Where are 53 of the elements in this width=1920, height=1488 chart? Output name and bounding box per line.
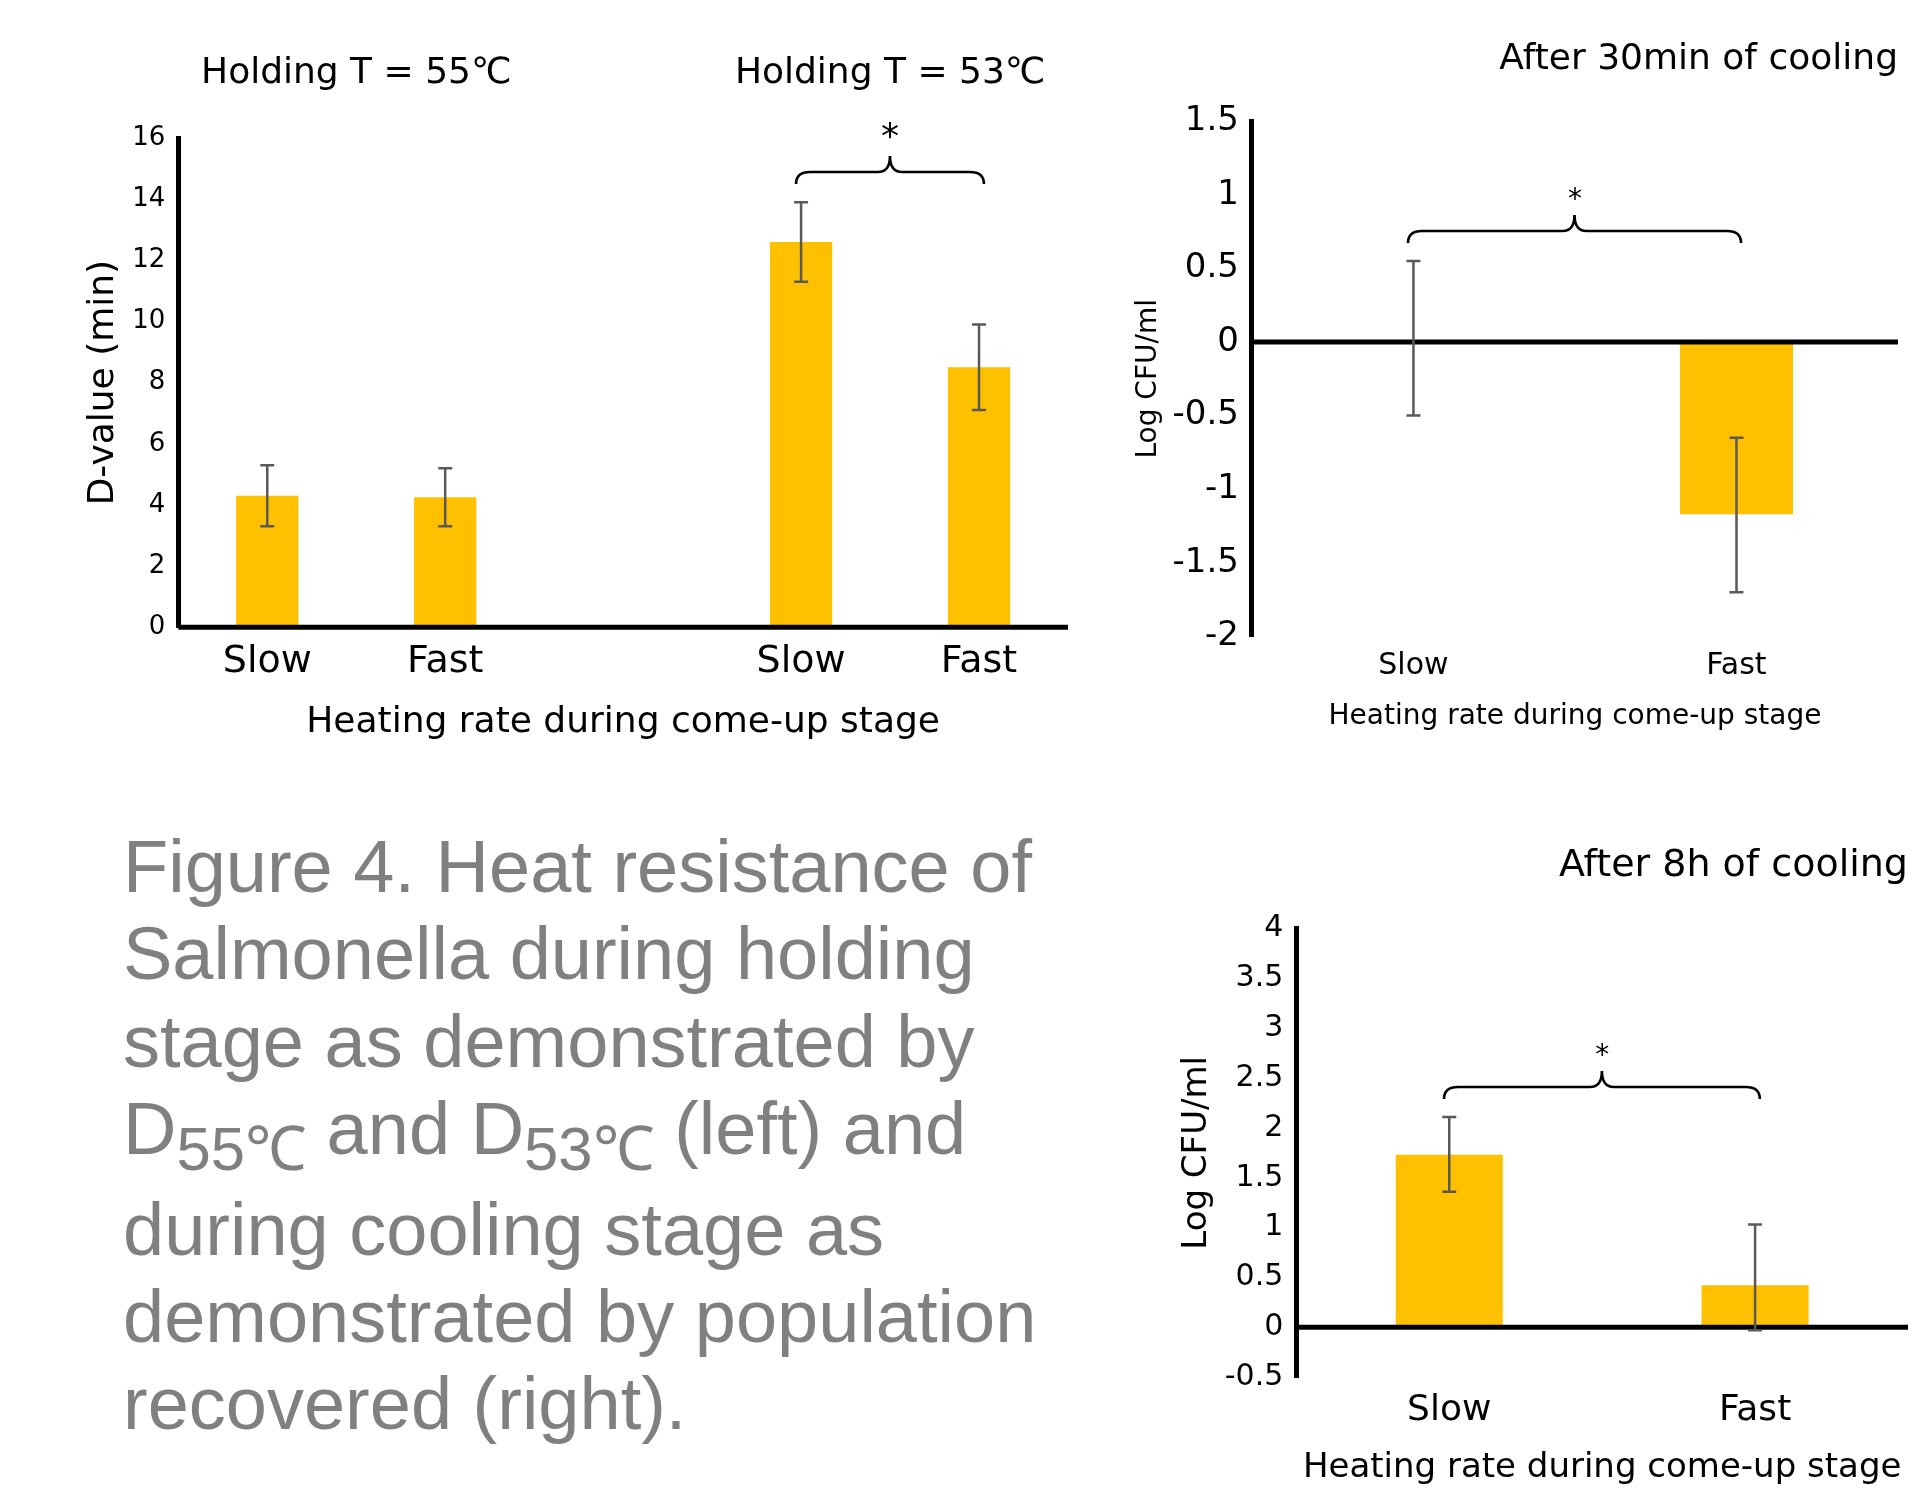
y-tick-label: 10: [132, 304, 166, 335]
bar: [769, 241, 833, 628]
y-tick-label: 1: [1217, 171, 1239, 212]
y-tick-label: 3: [1264, 1008, 1284, 1044]
x-axis-title: Heating rate during come-up stage: [306, 698, 941, 740]
y-tick-label: 0: [1217, 318, 1239, 359]
y-tick-label: 16: [132, 120, 166, 151]
y-tick-label: 4: [1264, 908, 1284, 944]
x-tick-label: Slow: [1378, 646, 1449, 682]
annotation: *: [1567, 182, 1582, 216]
annotation: *: [1595, 1038, 1610, 1072]
x-axis-title: Heating rate during come-up stage: [1328, 698, 1822, 732]
y-tick-label: 12: [132, 243, 166, 274]
y-tick-label: 1.5: [1184, 98, 1239, 139]
chart-title: Figure 4. Heat resistance of Salmonella during holding stage as demonstrated by D$_{55℃}$ and D$_{53℃}$ (left) and during cooling stage as demonstrated by population recovered (right).: [123, 825, 1037, 1446]
y-tick-label: 4: [148, 487, 166, 518]
y-tick-label: 6: [148, 426, 166, 457]
y-tick-label: 14: [132, 181, 166, 212]
y-tick-label: 2.5: [1235, 1057, 1284, 1093]
x-tick-label: Slow: [756, 636, 846, 681]
chart-title: After 30min of cooling: [1499, 35, 1898, 77]
annotation: *: [881, 114, 900, 156]
y-tick-label: 0.5: [1184, 245, 1239, 286]
y-tick-label: 8: [148, 365, 166, 396]
y-tick-label: 3.5: [1235, 958, 1284, 994]
y-axis-title: Log CFU/ml: [1174, 1055, 1215, 1250]
x-tick-label: Slow: [222, 636, 312, 681]
bar: [236, 495, 299, 628]
x-tick-label: Slow: [1407, 1386, 1492, 1428]
y-tick-label: 0.5: [1235, 1257, 1284, 1293]
y-tick-label: 0: [148, 609, 166, 640]
x-tick-label: Fast: [1718, 1386, 1792, 1428]
text: Holding T = 53℃: [734, 50, 1046, 92]
y-tick-label: -1: [1205, 466, 1239, 507]
x-tick-label: Fast: [940, 636, 1018, 681]
y-tick-label: -2: [1205, 613, 1239, 654]
x-tick-label: Fast: [407, 636, 484, 681]
y-axis-title: D-value (min): [79, 259, 121, 506]
x-tick-label: Fast: [1706, 646, 1767, 682]
y-tick-label: 1: [1264, 1207, 1284, 1243]
bar: [947, 367, 1011, 628]
bar: [414, 497, 477, 628]
y-tick-label: 0: [1264, 1306, 1284, 1342]
y-tick-label: 2: [148, 548, 166, 579]
y-axis-title: Log CFU/ml: [1130, 299, 1164, 459]
text: Holding T = 55℃: [201, 50, 512, 92]
y-tick-label: 2: [1264, 1107, 1284, 1143]
y-tick-label: -1.5: [1172, 539, 1239, 580]
chart-title: After 8h of cooling: [1558, 840, 1908, 885]
y-tick-label: -0.5: [1172, 392, 1239, 433]
x-axis-title: Heating rate during come-up stage: [1302, 1445, 1902, 1486]
y-tick-label: -0.5: [1224, 1356, 1284, 1392]
y-tick-label: 1.5: [1235, 1157, 1284, 1193]
